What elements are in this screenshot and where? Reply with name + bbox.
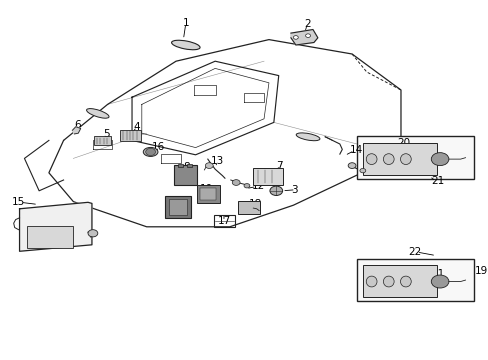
Text: 3: 3 xyxy=(290,185,297,195)
Text: 4: 4 xyxy=(133,122,140,132)
FancyBboxPatch shape xyxy=(94,136,111,145)
Ellipse shape xyxy=(171,40,200,50)
Circle shape xyxy=(293,36,298,39)
Ellipse shape xyxy=(400,276,410,287)
Text: 15: 15 xyxy=(12,197,25,207)
Text: 17: 17 xyxy=(217,216,230,226)
Text: 11: 11 xyxy=(375,163,388,174)
Circle shape xyxy=(88,230,98,237)
Text: 10: 10 xyxy=(200,184,212,194)
Text: 2: 2 xyxy=(303,19,310,30)
FancyBboxPatch shape xyxy=(238,201,259,214)
Ellipse shape xyxy=(86,109,109,118)
Polygon shape xyxy=(72,127,81,134)
Text: 6: 6 xyxy=(74,120,81,130)
Circle shape xyxy=(430,153,448,166)
Ellipse shape xyxy=(383,154,393,165)
Ellipse shape xyxy=(143,148,158,156)
Circle shape xyxy=(269,186,282,195)
Text: 5: 5 xyxy=(103,129,110,139)
Bar xyxy=(169,199,186,215)
Polygon shape xyxy=(290,30,317,45)
Text: 14: 14 xyxy=(349,145,362,156)
Circle shape xyxy=(145,148,155,156)
Text: 1: 1 xyxy=(182,18,189,28)
Bar xyxy=(200,188,216,200)
Bar xyxy=(178,164,183,167)
Circle shape xyxy=(244,184,249,188)
Ellipse shape xyxy=(400,154,410,165)
Circle shape xyxy=(205,163,213,168)
FancyBboxPatch shape xyxy=(362,265,436,297)
FancyBboxPatch shape xyxy=(356,259,473,301)
Text: 8: 8 xyxy=(183,162,190,172)
FancyBboxPatch shape xyxy=(120,130,141,141)
Text: 9: 9 xyxy=(173,204,180,214)
Polygon shape xyxy=(20,202,92,251)
Text: 18: 18 xyxy=(248,199,262,210)
FancyBboxPatch shape xyxy=(173,165,197,185)
FancyBboxPatch shape xyxy=(356,136,473,179)
Bar xyxy=(186,164,191,167)
Text: 16: 16 xyxy=(152,142,165,152)
Text: 22: 22 xyxy=(407,247,421,257)
Circle shape xyxy=(232,180,240,185)
Bar xyxy=(27,226,73,248)
Text: 7: 7 xyxy=(276,161,283,171)
FancyBboxPatch shape xyxy=(196,185,220,203)
Circle shape xyxy=(347,163,355,168)
Ellipse shape xyxy=(366,154,376,165)
Circle shape xyxy=(430,275,448,288)
FancyBboxPatch shape xyxy=(164,196,191,218)
Text: 22: 22 xyxy=(407,154,421,164)
Ellipse shape xyxy=(383,276,393,287)
Circle shape xyxy=(359,168,365,173)
Text: 21: 21 xyxy=(430,269,444,279)
FancyBboxPatch shape xyxy=(252,168,282,185)
Text: 12: 12 xyxy=(251,181,264,192)
Circle shape xyxy=(305,34,310,37)
Ellipse shape xyxy=(366,276,376,287)
Text: 19: 19 xyxy=(474,266,488,276)
Ellipse shape xyxy=(296,133,319,141)
Text: 20: 20 xyxy=(397,138,410,148)
Text: 21: 21 xyxy=(430,176,444,186)
Text: 13: 13 xyxy=(210,156,224,166)
FancyBboxPatch shape xyxy=(362,143,436,175)
